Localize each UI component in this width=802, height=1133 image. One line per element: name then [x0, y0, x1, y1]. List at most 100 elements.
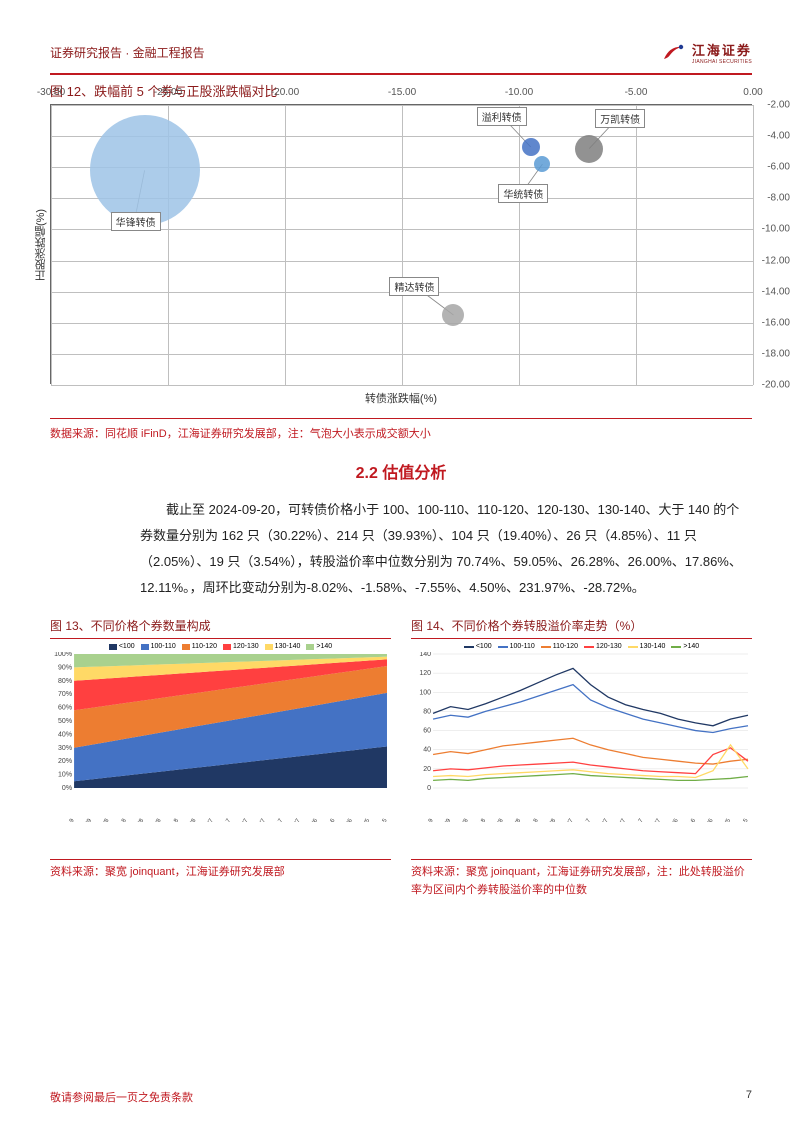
svg-text:40%: 40% — [58, 731, 72, 738]
svg-text:2024/6/27: 2024/6/27 — [591, 817, 610, 822]
fig12-x-tick: -15.00 — [388, 87, 416, 98]
fig12-y-tick: -4.00 — [767, 131, 790, 142]
svg-text:2024/5/28: 2024/5/28 — [179, 817, 198, 822]
fig12-bubble — [534, 156, 550, 172]
page-footer: 敬请参阅最后一页之免责条款 7 — [50, 1089, 752, 1105]
fig12-x-tick: 0.00 — [743, 87, 762, 98]
svg-text:2024/5/18: 2024/5/18 — [521, 817, 540, 822]
svg-text:2024/8/26: 2024/8/26 — [696, 817, 715, 822]
svg-text:40: 40 — [423, 747, 431, 754]
fig12-bubble-label: 华统转债 — [498, 184, 548, 203]
fig14-legend-item: 100-110 — [498, 643, 535, 650]
svg-text:2024/6/27: 2024/6/27 — [231, 817, 250, 822]
svg-text:2024/7/17: 2024/7/17 — [266, 817, 285, 822]
svg-text:2024/3/19: 2024/3/19 — [57, 817, 76, 822]
svg-text:60: 60 — [423, 728, 431, 735]
svg-text:20%: 20% — [58, 758, 72, 765]
fig12-chart: 正股涨跌幅(%) -30.00-25.00-20.00-15.00-10.00-… — [50, 104, 752, 384]
fig13-legend: <100100-110110-120120-130130-140>140 — [50, 643, 391, 650]
footer-disclaimer: 敬请参阅最后一页之免责条款 — [50, 1089, 193, 1105]
fig14-chart: <100100-110110-120120-130130-140>140 020… — [411, 643, 752, 853]
fig13-legend-item: 130-140 — [265, 643, 301, 650]
fig13-legend-item: 120-130 — [223, 643, 259, 650]
page-header: 证券研究报告 · 金融工程报告 江海证券 JIANGHAI SECURITIES — [50, 40, 752, 65]
fig12-bubble — [522, 138, 540, 156]
svg-text:2024/6/7: 2024/6/7 — [198, 817, 215, 822]
fig12-y-tick: -12.00 — [762, 255, 790, 266]
fig-13-14-row: 图 13、不同价格个券数量构成 <100 100-110 110-120 120-13… — [50, 617, 752, 899]
fig13-chart: <100100-110110-120120-130130-140>140 0%1… — [50, 643, 391, 853]
svg-text:90%: 90% — [58, 664, 72, 671]
fig14-legend-item: <100 — [464, 643, 492, 650]
svg-text:2024/4/8: 2024/4/8 — [94, 817, 111, 822]
fig14-line — [433, 685, 748, 733]
fig12-bubble-label: 万凯转债 — [595, 109, 645, 128]
svg-text:2024/5/28: 2024/5/28 — [539, 817, 558, 822]
fig14-legend: <100100-110110-120120-130130-140>140 — [411, 643, 752, 650]
fig14-legend-item: >140 — [671, 643, 699, 650]
fig14-line — [433, 748, 748, 774]
svg-text:2024/8/6: 2024/8/6 — [663, 817, 680, 822]
fig14-legend-item: 110-120 — [541, 643, 578, 650]
svg-text:2024/7/7: 2024/7/7 — [610, 817, 627, 822]
svg-text:2024/5/8: 2024/5/8 — [146, 817, 163, 822]
svg-text:140: 140 — [419, 652, 431, 658]
fig14-source: 资料来源：聚宽 joinquant，江海证券研究发展部，注：此处转股溢价率为区间… — [411, 864, 752, 899]
svg-text:2024/3/29: 2024/3/29 — [75, 817, 94, 822]
fig12-x-tick: -25.00 — [154, 87, 182, 98]
svg-text:2024/4/18: 2024/4/18 — [109, 817, 128, 822]
fig14-legend-item: 130-140 — [628, 643, 666, 650]
fig12-y-tick: -6.00 — [767, 162, 790, 173]
fig12-x-label: 转债涨跌幅(%) — [50, 390, 752, 406]
svg-text:2024/9/5: 2024/9/5 — [354, 817, 371, 822]
svg-text:2024/7/7: 2024/7/7 — [250, 817, 267, 822]
svg-text:100: 100 — [419, 689, 431, 696]
svg-text:50%: 50% — [58, 718, 72, 725]
svg-text:2024/9/5: 2024/9/5 — [715, 817, 732, 822]
svg-text:2024/5/8: 2024/5/8 — [505, 817, 522, 822]
fig12-x-tick: -20.00 — [271, 87, 299, 98]
fig14-title: 图 14、不同价格个券转股溢价率走势（%） — [411, 617, 752, 634]
fig13-source: 资料来源：聚宽 joinquant，江海证券研究发展部 — [50, 864, 391, 882]
svg-text:2024/6/17: 2024/6/17 — [574, 817, 593, 822]
svg-text:0%: 0% — [62, 785, 72, 792]
svg-text:20: 20 — [423, 766, 431, 773]
svg-text:80%: 80% — [58, 678, 72, 685]
fig13-title: 图 13、不同价格个券数量构成 — [50, 617, 391, 634]
fig13-legend-item: >140 — [306, 643, 332, 650]
svg-text:30%: 30% — [58, 745, 72, 752]
svg-text:2024/6/17: 2024/6/17 — [214, 817, 233, 822]
fig12-y-tick: -2.00 — [767, 100, 790, 111]
fig13-legend-item: 100-110 — [141, 643, 176, 650]
fig12-bubble — [90, 115, 200, 225]
fig14-line — [433, 668, 748, 725]
svg-text:2024/9/15: 2024/9/15 — [370, 817, 389, 822]
svg-text:2024/4/28: 2024/4/28 — [127, 817, 146, 822]
svg-text:2024/5/18: 2024/5/18 — [162, 817, 181, 822]
svg-text:2024/7/27: 2024/7/27 — [283, 817, 302, 822]
fig12-x-tick: -10.00 — [505, 87, 533, 98]
fig13-legend-item: 110-120 — [182, 643, 217, 650]
svg-text:70%: 70% — [58, 691, 72, 698]
fig12-bubble — [575, 135, 603, 163]
svg-text:2024/4/8: 2024/4/8 — [453, 817, 470, 822]
svg-text:2024/8/6: 2024/8/6 — [302, 817, 319, 822]
svg-text:120: 120 — [419, 670, 431, 677]
svg-text:0: 0 — [427, 785, 431, 792]
logo-text-en: JIANGHAI SECURITIES — [692, 59, 752, 65]
header-rule — [50, 73, 752, 75]
fig12-x-tick: -5.00 — [625, 87, 648, 98]
fig12-source: 数据来源：同花顺 iFinD，江海证券研究发展部，注：气泡大小表示成交额大小 — [50, 425, 752, 441]
fig12-y-tick: -8.00 — [767, 193, 790, 204]
fig12-y-tick: -14.00 — [762, 286, 790, 297]
svg-text:100%: 100% — [54, 652, 72, 658]
logo-swoosh-icon — [662, 41, 686, 65]
svg-text:2024/8/16: 2024/8/16 — [318, 817, 337, 822]
fig12-bubble-label: 华锋转债 — [111, 212, 161, 231]
svg-text:2024/8/26: 2024/8/26 — [335, 817, 354, 822]
svg-text:2024/3/29: 2024/3/29 — [434, 817, 453, 822]
svg-text:2024/4/28: 2024/4/28 — [486, 817, 505, 822]
footer-page-number: 7 — [746, 1089, 752, 1105]
svg-text:2024/6/7: 2024/6/7 — [558, 817, 575, 822]
fig12-bubble-label: 精达转债 — [389, 277, 439, 296]
